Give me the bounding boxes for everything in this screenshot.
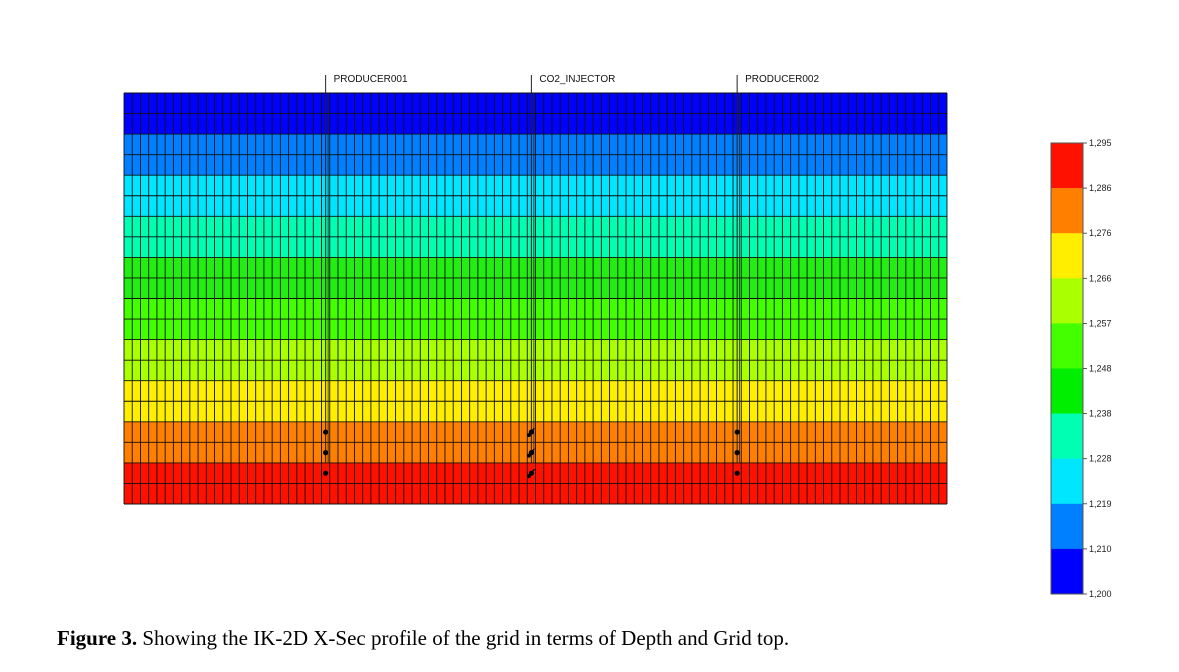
completion-marker <box>323 470 329 476</box>
completion-marker <box>526 433 531 438</box>
legend-tick-label: 1,210 <box>1089 544 1112 554</box>
completion-marker <box>323 429 329 435</box>
completion-marker <box>526 453 531 458</box>
legend-tick-label: 1,286 <box>1089 183 1112 193</box>
figure-caption-text: Showing the IK-2D X-Sec profile of the g… <box>137 626 790 650</box>
legend-swatch <box>1051 143 1083 189</box>
figure-caption: Figure 3. Showing the IK-2D X-Sec profil… <box>57 626 789 651</box>
figure-label: Figure 3. <box>57 626 138 650</box>
legend-tick-label: 1,228 <box>1089 454 1112 464</box>
legend-tick-label: 1,248 <box>1089 364 1112 374</box>
wells: PRODUCER001 CO2_INJECTOR PRODUCER002 <box>323 74 819 479</box>
well: CO2_INJECTOR <box>526 74 615 479</box>
legend-tick-label: 1,200 <box>1089 589 1112 599</box>
legend-tick-label: 1,276 <box>1089 228 1112 238</box>
legend-swatch <box>1051 503 1083 550</box>
legend-tick-label: 1,219 <box>1089 499 1112 509</box>
completion-marker <box>323 450 329 456</box>
depth-color-legend: 1,295 1,286 1,276 1,266 1,257 1,248 1,238 1,228… <box>1050 138 1112 599</box>
completion-marker <box>526 474 531 479</box>
well-label: PRODUCER002 <box>745 74 819 85</box>
legend-swatch <box>1051 233 1083 279</box>
well-label: CO2_INJECTOR <box>539 74 615 85</box>
legend-swatch <box>1051 368 1083 414</box>
legend-tick-label: 1,257 <box>1089 318 1112 328</box>
legend-swatch <box>1051 278 1083 324</box>
well: PRODUCER002 <box>734 74 819 476</box>
grid-lines <box>123 92 948 505</box>
legend-tick-label: 1,295 <box>1089 138 1112 148</box>
completion-marker <box>734 429 740 435</box>
legend-swatch <box>1051 458 1083 505</box>
well-label: PRODUCER001 <box>334 74 408 85</box>
legend-swatch <box>1051 188 1083 234</box>
legend-swatch <box>1051 323 1083 369</box>
legend-swatch <box>1051 413 1083 459</box>
well: PRODUCER001 <box>323 74 408 476</box>
legend-swatch <box>1051 548 1083 595</box>
completion-marker <box>734 470 740 476</box>
completion-marker <box>734 450 740 456</box>
legend-tick-label: 1,238 <box>1089 409 1112 419</box>
cross-section-figure: PRODUCER001 CO2_INJECTOR PRODUCER002 1,295… <box>123 74 1112 599</box>
legend-tick-label: 1,266 <box>1089 273 1112 283</box>
